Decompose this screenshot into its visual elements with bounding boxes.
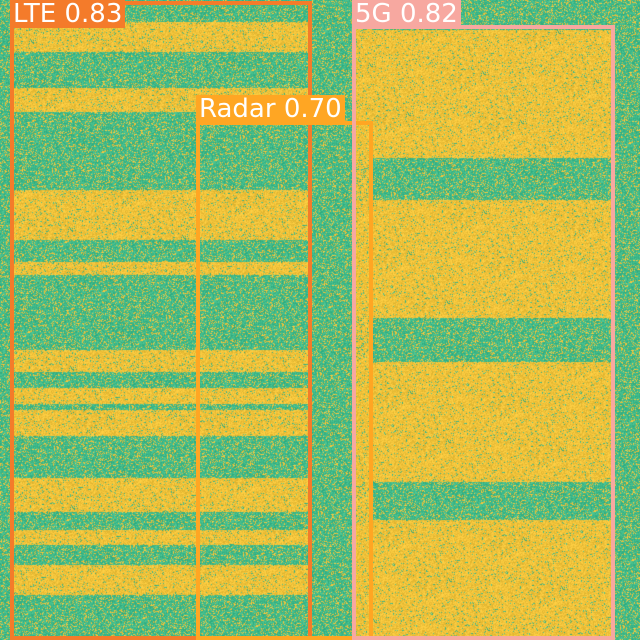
5g-detection-box (352, 25, 615, 640)
radar-detection-box (196, 121, 373, 640)
lte-detection-box (10, 1, 312, 640)
5g-detection-label: 5G 0.82 (352, 0, 461, 28)
radar-detection-label: Radar 0.70 (196, 95, 345, 123)
lte-detection-label: LTE 0.83 (10, 0, 126, 28)
